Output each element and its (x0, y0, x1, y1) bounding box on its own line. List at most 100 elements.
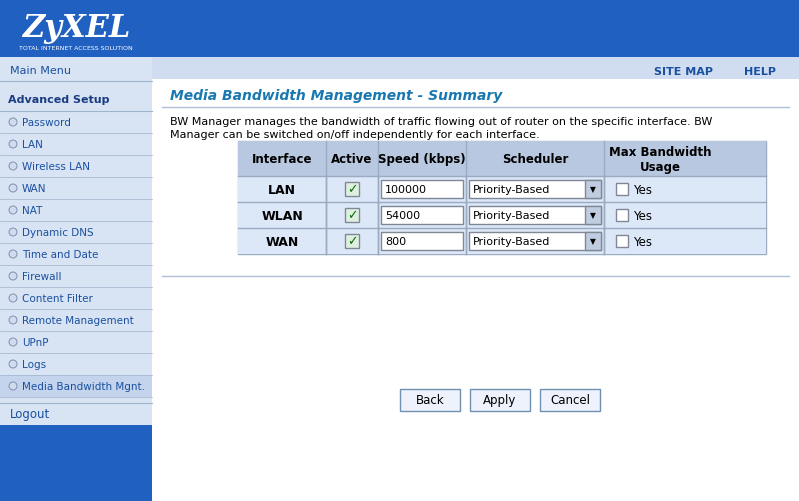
Circle shape (9, 119, 17, 127)
Text: TOTAL INTERNET ACCESS SOLUTION: TOTAL INTERNET ACCESS SOLUTION (19, 46, 133, 51)
Bar (400, 389, 460, 411)
Circle shape (9, 338, 17, 346)
Circle shape (9, 163, 17, 171)
Circle shape (9, 206, 17, 214)
Text: ▼: ▼ (590, 237, 596, 246)
Text: Scheduler: Scheduler (502, 153, 568, 166)
Bar (345, 234, 359, 248)
Text: ▼: ▼ (590, 185, 596, 194)
Text: Content Filter: Content Filter (22, 294, 93, 304)
Text: UPnP: UPnP (22, 337, 49, 347)
Text: Yes: Yes (633, 183, 652, 196)
Bar (616, 184, 628, 195)
Bar (0, 88, 152, 112)
Bar (0, 375, 152, 397)
Bar (616, 209, 628, 221)
Text: Password: Password (22, 118, 71, 128)
Text: LAN: LAN (268, 183, 296, 196)
Circle shape (9, 185, 17, 192)
Text: Interface: Interface (252, 153, 312, 166)
Text: Advanced Setup: Advanced Setup (8, 95, 109, 105)
Circle shape (9, 382, 17, 390)
Text: Time and Date: Time and Date (22, 249, 98, 260)
Text: Priority-Based: Priority-Based (473, 210, 551, 220)
Text: LAN: LAN (22, 140, 43, 150)
Text: NAT: NAT (22, 205, 42, 215)
Bar (0, 156, 152, 178)
Bar (585, 206, 601, 224)
Bar (0, 58, 152, 501)
Bar (238, 142, 766, 255)
Bar (381, 181, 463, 198)
Circle shape (9, 360, 17, 368)
Bar (0, 425, 152, 501)
Text: Media Bandwidth Mgnt.: Media Bandwidth Mgnt. (22, 381, 145, 391)
Text: Main Menu: Main Menu (10, 66, 71, 76)
Bar (381, 206, 463, 224)
Text: HELP: HELP (744, 67, 776, 77)
Text: Yes: Yes (633, 209, 652, 222)
Bar (0, 199, 152, 221)
Bar (0, 178, 152, 199)
Text: Speed (kbps): Speed (kbps) (378, 153, 466, 166)
Text: WAN: WAN (265, 235, 299, 248)
Bar (381, 232, 463, 250)
Bar (0, 112, 152, 134)
Bar (470, 389, 530, 411)
Text: Yes: Yes (633, 235, 652, 248)
Text: Priority-Based: Priority-Based (473, 236, 551, 246)
Bar (0, 221, 152, 243)
Bar (0, 353, 152, 375)
Bar (0, 243, 152, 266)
Text: Logout: Logout (10, 408, 50, 421)
Bar (469, 206, 601, 224)
Bar (585, 232, 601, 250)
Text: 54000: 54000 (385, 210, 420, 220)
Text: 100000: 100000 (385, 185, 427, 194)
Bar (152, 58, 799, 80)
Circle shape (9, 295, 17, 303)
Bar (345, 208, 359, 222)
Bar (238, 228, 766, 255)
Bar (152, 80, 799, 501)
Bar (0, 60, 152, 82)
Bar (238, 202, 766, 228)
Text: ✓: ✓ (347, 209, 357, 222)
Bar (0, 266, 152, 288)
Text: ✓: ✓ (347, 183, 357, 196)
Bar (616, 235, 628, 247)
Text: ZyXEL: ZyXEL (22, 13, 130, 44)
Text: WLAN: WLAN (261, 209, 303, 222)
Bar (0, 134, 152, 156)
Text: Active: Active (332, 153, 372, 166)
Text: ✓: ✓ (347, 235, 357, 248)
Bar (0, 310, 152, 331)
Circle shape (9, 250, 17, 259)
Circle shape (9, 316, 17, 324)
Text: Media Bandwidth Management - Summary: Media Bandwidth Management - Summary (170, 89, 503, 103)
Bar (585, 181, 601, 198)
Bar (469, 181, 601, 198)
Text: Firewall: Firewall (22, 272, 62, 282)
Bar (0, 288, 152, 310)
Text: Apply: Apply (483, 394, 517, 407)
Text: Manager can be switched on/off independently for each interface.: Manager can be switched on/off independe… (170, 130, 539, 140)
Text: Priority-Based: Priority-Based (473, 185, 551, 194)
Text: Logs: Logs (22, 359, 46, 369)
Bar (469, 232, 601, 250)
Bar (238, 142, 766, 177)
Bar (0, 403, 152, 425)
Circle shape (9, 141, 17, 149)
Text: Max Bandwidth
Usage: Max Bandwidth Usage (609, 145, 711, 173)
Text: BW Manager manages the bandwidth of traffic flowing out of router on the specifi: BW Manager manages the bandwidth of traf… (170, 117, 713, 127)
Bar (238, 177, 766, 202)
Bar (540, 389, 600, 411)
Circle shape (9, 273, 17, 281)
Bar (0, 0, 799, 58)
Text: Back: Back (415, 394, 444, 407)
Text: WAN: WAN (22, 184, 46, 193)
Text: Dynamic DNS: Dynamic DNS (22, 227, 93, 237)
Text: 800: 800 (385, 236, 406, 246)
Bar (0, 331, 152, 353)
Text: SITE MAP: SITE MAP (654, 67, 713, 77)
